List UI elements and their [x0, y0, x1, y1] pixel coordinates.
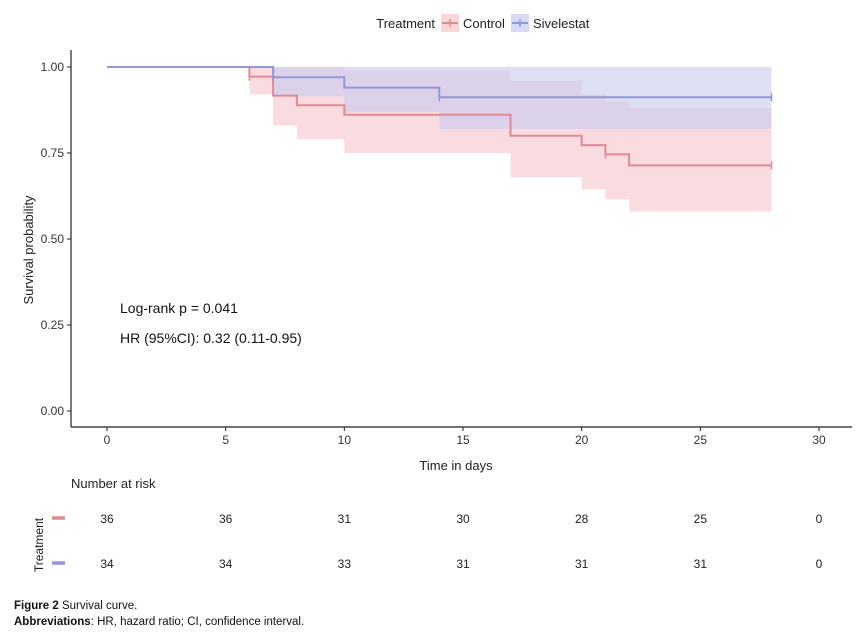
abbreviations-caption: Abbreviations: HR, hazard ratio; CI, con…: [14, 616, 304, 628]
risk-count-control: 36: [219, 512, 233, 526]
x-tick-label: 5: [222, 433, 229, 447]
y-tick-label: 0.75: [41, 146, 65, 160]
legend-title: Treatment: [376, 16, 435, 31]
risk-table-title: Number at risk: [71, 476, 156, 491]
risk-count-control: 0: [816, 512, 823, 526]
x-tick-label: 15: [456, 433, 470, 447]
legend-entry-sivelestat: Sivelestat: [533, 16, 590, 31]
y-tick-label: 0.25: [41, 318, 65, 332]
risk-count-sivelestat: 31: [575, 557, 589, 571]
survival-line-control: [107, 66, 772, 167]
survival-chart: 0.00 0.25 0.50 0.75 1.00 0 5 10 15 20 25 30 Time in …: [21, 14, 852, 572]
x-tick-label: 20: [575, 433, 589, 447]
x-tick-label: 25: [694, 433, 708, 447]
x-tick-label: 10: [338, 433, 352, 447]
risk-count-control: 36: [100, 512, 114, 526]
y-tick-label: 0.50: [41, 232, 65, 246]
risk-count-sivelestat: 31: [456, 557, 470, 571]
abbreviations-text: : HR, hazard ratio; CI, confidence inter…: [90, 616, 305, 628]
risk-count-sivelestat: 33: [338, 557, 352, 571]
figure-text: Survival curve.: [61, 600, 138, 612]
risk-count-sivelestat: 34: [219, 557, 233, 571]
x-tick-label: 0: [104, 433, 111, 447]
risk-count-sivelestat: 31: [694, 557, 708, 571]
hr-annotation: HR (95%CI): 0.32 (0.11-0.95): [120, 330, 302, 346]
risk-count-control: 31: [338, 512, 352, 526]
risk-count-control: 25: [694, 512, 708, 526]
logrank-annotation: Log-rank p = 0.041: [120, 300, 238, 316]
risk-count-sivelestat: 34: [100, 557, 114, 571]
y-axis-title: Survival probability: [21, 195, 36, 305]
risk-count-control: 28: [575, 512, 589, 526]
risk-count-control: 30: [456, 512, 470, 526]
figure-caption: Figure 2 Survival curve.: [14, 600, 137, 612]
x-tick-label: 30: [812, 433, 826, 447]
figure-label: Figure 2: [14, 600, 59, 612]
legend-entry-control: Control: [463, 16, 505, 31]
abbreviations-label: Abbreviations: [14, 616, 91, 628]
x-axis-title: Time in days: [419, 458, 493, 473]
risk-table-ylabel: Treatment: [32, 517, 46, 572]
y-tick-label: 1.00: [41, 60, 65, 74]
risk-count-sivelestat: 0: [816, 557, 823, 571]
y-tick-label: 0.00: [41, 404, 65, 418]
